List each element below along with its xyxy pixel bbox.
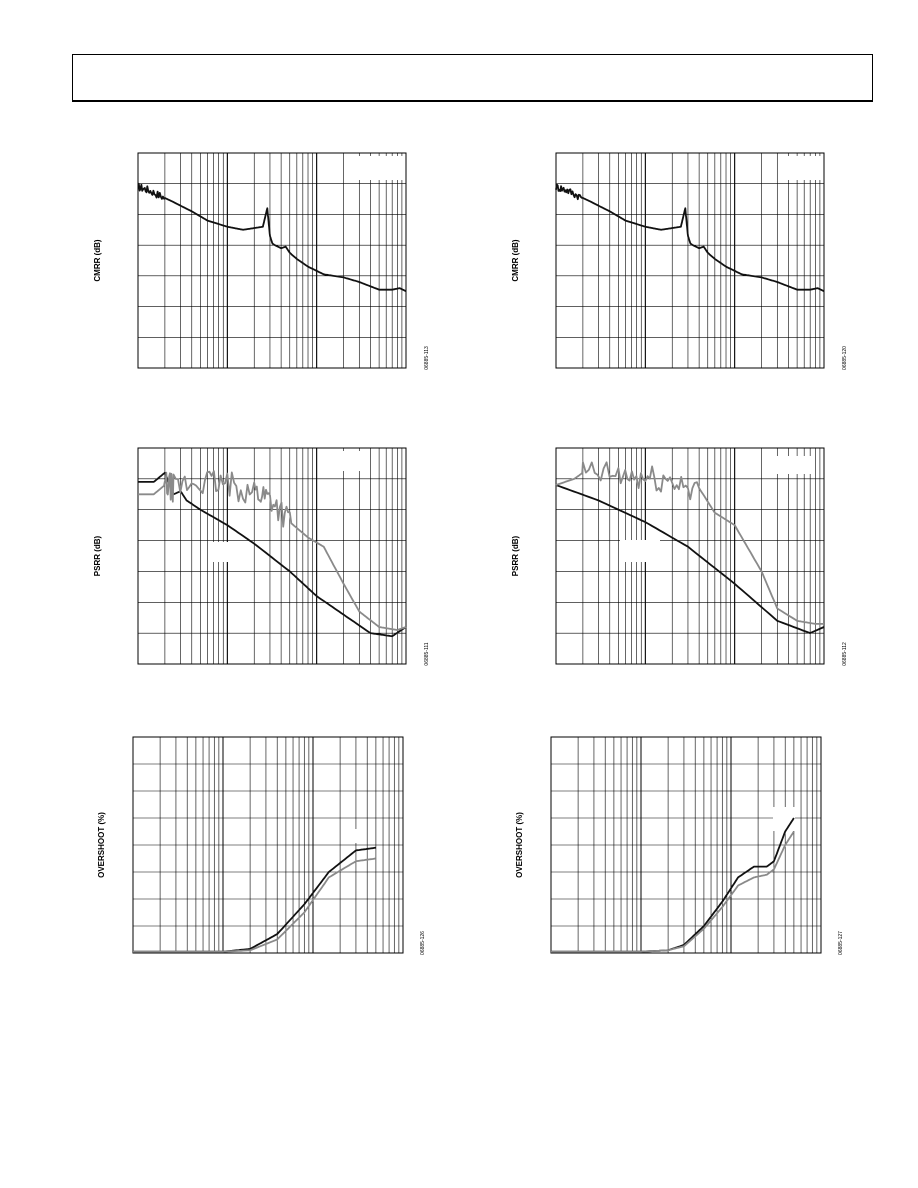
plot-frame <box>555 447 825 665</box>
figure-id: 06885-111 <box>424 642 430 665</box>
legend-box <box>324 451 366 471</box>
plot-frame <box>555 152 825 369</box>
series-line-black <box>555 183 825 293</box>
figure-id: 06885-127 <box>838 931 844 955</box>
plot-frame <box>137 152 407 369</box>
series-line-gray <box>555 461 825 625</box>
figure-id: 06885-126 <box>420 931 426 955</box>
series-line-black <box>555 484 825 634</box>
y-axis-label: OVERSHOOT (%) <box>515 812 524 878</box>
legend-box <box>772 456 812 474</box>
annotation-box <box>620 540 660 562</box>
figure-id: 06885-120 <box>842 346 848 370</box>
series-line-gray <box>138 470 407 631</box>
page-header-box <box>72 54 873 102</box>
y-axis-label: PSRR (dB) <box>511 535 520 576</box>
series-line-gray <box>551 831 795 953</box>
y-axis-label: CMRR (dB) <box>511 239 520 282</box>
legend-box <box>345 829 361 843</box>
legend-box <box>350 156 404 180</box>
chart-svg: OVERSHOOT (%) 06885-127 <box>515 736 844 955</box>
series-line-black <box>138 471 407 638</box>
cmrr-chart-right: CMRR (dB) 06885-120 <box>506 150 866 400</box>
series-line-gray <box>133 857 377 953</box>
cmrr-chart-left: CMRR (dB) 06885-113 <box>88 150 448 400</box>
y-axis-label: PSRR (dB) <box>93 535 102 576</box>
psrr-chart-left: PSRR (dB) 06885-111 <box>88 446 448 696</box>
annotation-box <box>208 542 244 562</box>
legend-box <box>784 156 822 180</box>
chart-svg: PSRR (dB) 06885-111 <box>93 447 430 666</box>
y-axis-label: OVERSHOOT (%) <box>97 812 106 878</box>
overshoot-chart-left: OVERSHOOT (%) 06885-126 <box>88 734 448 994</box>
figure-id: 06885-112 <box>842 642 848 666</box>
chart-svg: PSRR (dB) 06885-112 <box>511 447 848 666</box>
chart-svg: CMRR (dB) 06885-113 <box>93 152 430 370</box>
chart-svg: OVERSHOOT (%) 06885-126 <box>97 736 426 955</box>
overshoot-chart-right: OVERSHOOT (%) 06885-127 <box>506 734 866 994</box>
chart-svg: CMRR (dB) 06885-120 <box>511 152 848 370</box>
series-line-black <box>137 182 407 293</box>
figure-id: 06885-113 <box>424 346 430 370</box>
legend-box <box>773 807 795 831</box>
psrr-chart-right: PSRR (dB) 06885-112 <box>506 446 866 696</box>
y-axis-label: CMRR (dB) <box>93 239 102 282</box>
